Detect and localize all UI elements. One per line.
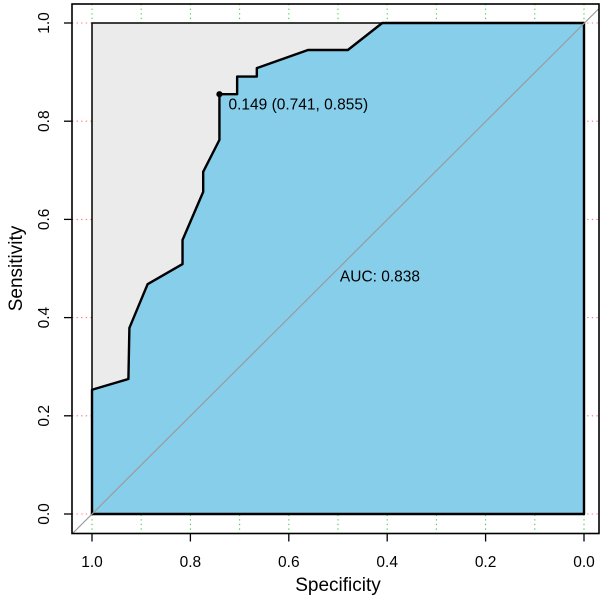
y-tick-label: 0.8 <box>36 110 53 132</box>
x-tick-label: 1.0 <box>81 554 103 571</box>
x-tick-label: 0.6 <box>278 554 300 571</box>
x-tick-label: 0.0 <box>573 554 595 571</box>
x-tick-label: 0.2 <box>475 554 497 571</box>
threshold-label: 0.149 (0.741, 0.855) <box>229 97 369 114</box>
y-tick-label: 0.2 <box>36 405 53 427</box>
y-axis-title: Sensitivity <box>6 225 27 311</box>
y-tick-label: 0.4 <box>36 306 53 328</box>
y-tick-label: 1.0 <box>36 12 53 34</box>
chart-generated-layer: 1.0 0.8 0.6 0.4 0.2 0.0 0.0 0.2 0.4 0.6 0.8 1.0 <box>36 3 600 571</box>
x-tick-label: 0.8 <box>180 554 202 571</box>
x-axis-title: Specificity <box>295 575 381 596</box>
plot-frame <box>71 3 600 535</box>
auc-label: AUC: 0.838 <box>340 269 420 286</box>
chance-line <box>72 8 600 534</box>
threshold-point <box>216 91 223 98</box>
y-tick-label: 0.0 <box>36 503 53 525</box>
y-tick-label: 0.6 <box>36 209 53 231</box>
x-tick-label: 0.4 <box>376 554 398 571</box>
